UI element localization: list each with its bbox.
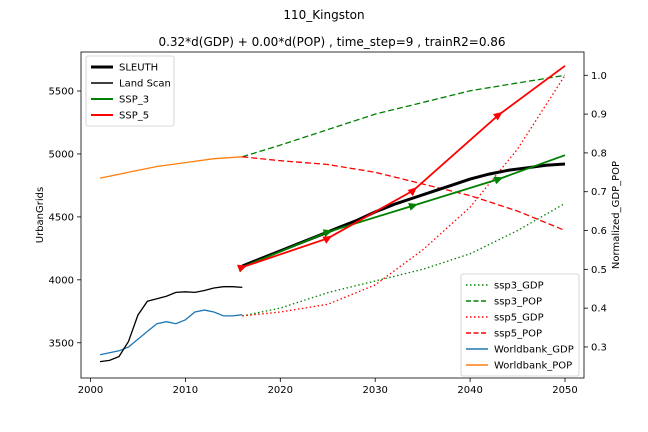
series-ssp-5-marker [493, 111, 503, 121]
legend-label-sleuth: SLEUTH [119, 63, 158, 74]
series-ssp-3-marker [493, 176, 504, 185]
y2-tick-label: 0.8 [591, 148, 607, 159]
series-worldbank-gdp-line [99, 309, 243, 356]
series-ssp-3-marker [322, 229, 333, 238]
legend-label-worldbank-pop: Worldbank_POP [494, 361, 572, 372]
series-worldbank-pop-line [99, 156, 243, 179]
x-tick-label: 2050 [552, 385, 577, 396]
chart-subtitle: 0.32*d(GDP) + 0.00*d(POP) , time_step=9 … [158, 35, 505, 49]
legend-label-ssp3-gdp: ssp3_GDP [494, 281, 544, 292]
legend-label-worldbank-gdp: Worldbank_GDP [494, 345, 574, 356]
y2-tick-label: 0.9 [591, 110, 607, 121]
x-tick-label: 2000 [78, 385, 103, 396]
y2-axis-label: Normalized_GDP_POP [611, 161, 622, 269]
y2-tick-label: 0.7 [591, 187, 607, 198]
legend-label-land-scan: Land Scan [119, 79, 171, 90]
legend-label-ssp5-pop: ssp5_POP [494, 329, 542, 340]
legend-label-ssp5-gdp: ssp5_GDP [494, 313, 544, 324]
legend-label-ssp-3: SSP_3 [119, 95, 149, 106]
series-ssp5-pop-line [242, 156, 566, 232]
y2-tick-label: 0.6 [591, 226, 607, 237]
series-ssp-3-marker [408, 202, 418, 211]
legend-box [85, 55, 175, 127]
x-tick-label: 2040 [457, 385, 482, 396]
x-tick-label: 2010 [173, 385, 198, 396]
series-ssp-5-marker [237, 264, 248, 273]
y-axis-label: UrbanGrids [35, 187, 46, 243]
legend-left: SLEUTH Land Scan SSP_3 SSP_5 [85, 55, 175, 127]
series-ssp3-gdp-line [242, 202, 566, 317]
series-ssp-5-line [242, 65, 566, 269]
series-ssp-5-marker [407, 187, 417, 197]
y-tick-label: 3500 [49, 338, 74, 349]
y-tick-label: 4500 [49, 212, 74, 223]
y2-tick-label: 0.4 [591, 304, 607, 315]
plot-frame [80, 51, 585, 379]
series-land-scan-line [99, 286, 243, 363]
series-ssp-5-marker [322, 235, 333, 244]
x-tick-label: 2030 [362, 385, 387, 396]
y-tick-label: 5000 [49, 149, 74, 160]
legend-right: ssp3_GDP ssp3_POP ssp5_GDP ssp5_POP Worldban… [460, 273, 580, 377]
legend-box [460, 273, 580, 377]
y2-tick-label: 1.0 [591, 71, 607, 82]
y2-tick-label: 0.5 [591, 265, 607, 276]
y-tick-label: 4000 [49, 275, 74, 286]
y-tick-label: 5500 [49, 87, 74, 98]
y2-tick-label: 0.3 [591, 342, 607, 353]
legend-label-ssp3-pop: ssp3_POP [494, 297, 542, 308]
chart-title: 110_Kingston [283, 8, 364, 22]
legend-label-ssp-5: SSP_5 [119, 111, 149, 122]
series-ssp3-pop-line [242, 74, 566, 158]
x-tick-label: 2020 [268, 385, 293, 396]
